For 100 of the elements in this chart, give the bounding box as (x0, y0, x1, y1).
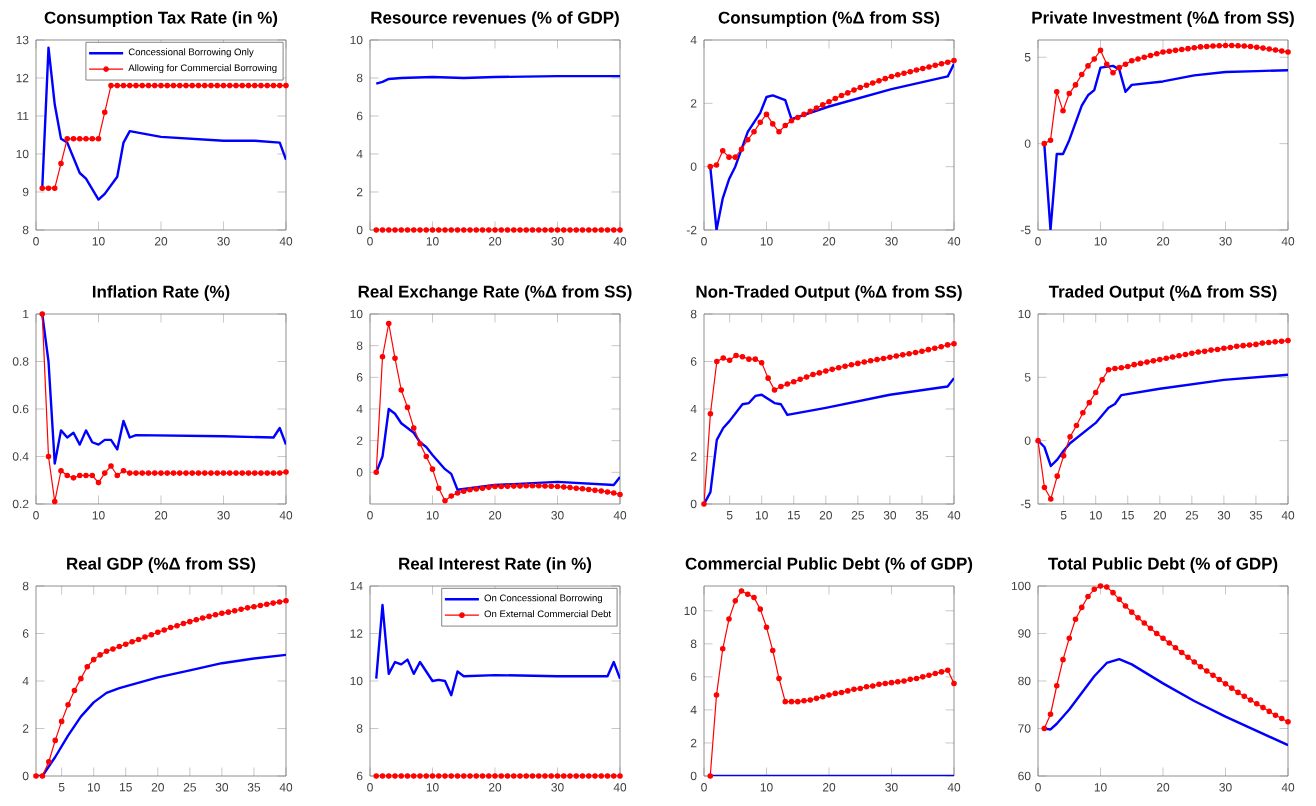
point (1128, 57, 1135, 64)
point (882, 680, 889, 687)
point (523, 483, 530, 489)
point (807, 108, 814, 115)
point (126, 470, 133, 476)
point (1191, 659, 1198, 665)
point (270, 82, 277, 89)
point (510, 483, 517, 489)
point (1078, 604, 1085, 611)
point (1247, 43, 1254, 50)
point (473, 486, 480, 492)
point (1266, 708, 1273, 715)
point (1272, 339, 1278, 345)
point (951, 57, 957, 64)
point (239, 470, 246, 476)
line-series (1043, 64, 1289, 230)
point (769, 647, 776, 654)
point (1099, 377, 1105, 383)
point (1241, 693, 1248, 699)
point (579, 486, 586, 492)
point (220, 470, 227, 476)
point (719, 645, 726, 652)
point (838, 689, 845, 696)
point (195, 470, 202, 476)
point (1160, 635, 1166, 642)
point (212, 611, 219, 618)
point (1278, 338, 1285, 345)
point (1197, 663, 1204, 670)
point (765, 375, 771, 381)
point (1153, 51, 1160, 57)
point (763, 111, 770, 118)
point (567, 484, 573, 491)
point (95, 479, 102, 486)
point (148, 631, 155, 638)
chart-title: Real Exchange Rate (%Δ from SS) (358, 285, 632, 302)
point (560, 484, 567, 490)
point (139, 470, 146, 476)
point (844, 688, 851, 694)
point (176, 82, 183, 89)
point (39, 185, 46, 191)
point (251, 470, 258, 476)
point (193, 616, 200, 623)
point (1072, 616, 1079, 623)
point (1235, 42, 1241, 49)
point (751, 129, 757, 135)
point (801, 698, 807, 704)
point (244, 605, 251, 611)
point (133, 470, 139, 476)
point (64, 472, 71, 479)
point (1086, 399, 1093, 406)
point (938, 343, 944, 350)
point (1185, 45, 1191, 52)
point (1078, 71, 1085, 78)
point (1233, 343, 1240, 350)
point (714, 358, 720, 365)
point (76, 135, 83, 142)
point (585, 486, 592, 493)
point (1128, 609, 1135, 615)
point (1208, 347, 1214, 353)
point (1260, 45, 1266, 51)
point (1097, 47, 1104, 54)
point (460, 488, 467, 495)
point (719, 148, 726, 154)
point (1203, 43, 1210, 50)
point (1053, 89, 1060, 95)
point (276, 82, 283, 89)
point (45, 185, 52, 191)
point (1091, 56, 1098, 62)
point (164, 82, 171, 89)
point (901, 70, 907, 77)
point (1041, 484, 1048, 491)
point (573, 485, 580, 491)
point (867, 358, 874, 364)
point (938, 60, 945, 67)
point (257, 602, 264, 609)
point (746, 356, 752, 362)
point (1041, 725, 1048, 732)
point (214, 82, 221, 89)
point (158, 470, 164, 476)
point (848, 362, 855, 368)
point (251, 82, 258, 89)
point (183, 470, 189, 476)
line-series (41, 46, 286, 201)
point (1147, 625, 1154, 632)
point (1166, 640, 1173, 646)
point (1053, 682, 1060, 689)
point (276, 470, 283, 476)
point (195, 82, 202, 89)
point (226, 470, 233, 476)
point (1169, 354, 1176, 360)
point (1047, 711, 1054, 718)
point (592, 487, 598, 494)
point (857, 84, 864, 91)
point (498, 483, 505, 490)
point (1178, 649, 1185, 656)
point (263, 601, 270, 608)
point (876, 681, 882, 688)
point (876, 78, 882, 84)
point (604, 489, 611, 495)
point (71, 687, 78, 694)
